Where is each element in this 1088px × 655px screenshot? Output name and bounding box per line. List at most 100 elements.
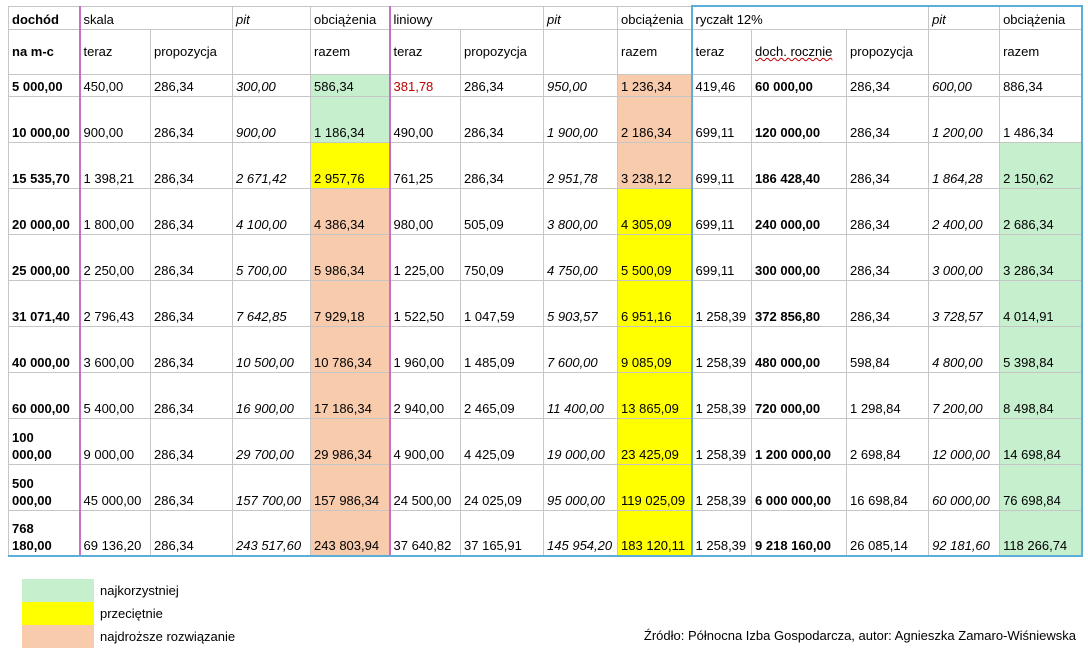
header-row-1: dochód skala pit obciążenia liniowy pit … [8,5,1083,30]
cell-ryczalt-doch-rocznie: 372 856,80 [751,279,848,327]
cell-skala-pit: 300,00 [232,73,312,97]
cell-dochod: 25 000,00 [8,233,80,281]
cell-ryczalt-teraz: 1 258,39 [691,509,753,557]
cell-ryczalt-doch-rocznie: 60 000,00 [751,73,848,97]
cell-liniowy-razem: 5 500,09 [617,233,693,281]
legend-swatch-best [22,579,94,602]
cell-skala-propozycja: 286,34 [149,371,234,419]
cell-liniowy-razem: 23 425,09 [617,417,693,465]
legend-swatch-worst [22,625,94,648]
cell-ryczalt-doch-rocznie: 720 000,00 [751,371,848,419]
cell-ryczalt-propozycja: 286,34 [846,73,930,97]
header-razem-ryczalt: razem [999,28,1083,75]
cell-ryczalt-doch-rocznie: 1 200 000,00 [751,417,848,465]
cell-ryczalt-doch-rocznie: 186 428,40 [751,141,848,189]
cell-ryczalt-propozycja: 2 698,84 [846,417,930,465]
cell-dochod: 20 000,00 [8,187,80,235]
header-propozycja-ryczalt: propozycja [846,28,930,75]
cell-ryczalt-razem: 2 150,62 [999,141,1083,189]
cell-skala-razem: 17 186,34 [310,371,391,419]
cell-ryczalt-pit: 3 000,00 [928,233,1001,281]
header-pit-liniowy: pit [543,5,619,30]
cell-liniowy-propozycja: 505,09 [460,187,545,235]
table-row: 40 000,00 3 600,00 286,34 10 500,00 10 786,3… [8,325,1083,373]
cell-ryczalt-teraz: 699,11 [691,141,753,189]
legend-swatch-average [22,602,94,625]
cell-ryczalt-razem: 1 486,34 [999,95,1083,143]
legend-label-worst: najdroższe rozwiązanie [100,629,236,644]
cell-liniowy-pit: 19 000,00 [543,417,619,465]
cell-ryczalt-teraz: 1 258,39 [691,417,753,465]
table-row: 25 000,00 2 250,00 286,34 5 700,00 5 986,34 1… [8,233,1083,281]
cell-dochod: 10 000,00 [8,95,80,143]
header-obciazenia-ryczalt: obciążenia [999,5,1083,30]
header-empty-1 [232,28,312,75]
source-note: Źródło: Północna Izba Gospodarcza, autor… [643,628,1076,643]
cell-liniowy-propozycja: 37 165,91 [460,509,545,557]
legend-item-worst: najdroższe rozwiązanie [22,625,235,648]
cell-ryczalt-teraz: 419,46 [691,73,753,97]
cell-skala-teraz: 69 136,20 [78,509,151,557]
table-row: 10 000,00 900,00 286,34 900,00 1 186,34 490,0… [8,95,1083,143]
header-liniowy: liniowy [389,5,545,30]
cell-skala-propozycja: 286,34 [149,325,234,373]
cell-ryczalt-razem: 14 698,84 [999,417,1083,465]
cell-liniowy-pit: 5 903,57 [543,279,619,327]
cell-ryczalt-teraz: 699,11 [691,233,753,281]
cell-liniowy-razem: 1 236,34 [617,73,693,97]
cell-liniowy-propozycja: 286,34 [460,95,545,143]
cell-skala-razem: 243 803,94 [310,509,391,557]
header-row-2: na m-c teraz propozycja razem teraz prop… [8,28,1083,75]
cell-liniowy-propozycja: 286,34 [460,73,545,97]
cell-skala-propozycja: 286,34 [149,73,234,97]
cell-ryczalt-doch-rocznie: 120 000,00 [751,95,848,143]
header-teraz-liniowy: teraz [389,28,462,75]
cell-ryczalt-razem: 8 498,84 [999,371,1083,419]
cell-ryczalt-pit: 7 200,00 [928,371,1001,419]
cell-liniowy-teraz: 1 522,50 [389,279,462,327]
legend-item-best: najkorzystniej [22,579,235,602]
cell-liniowy-teraz: 761,25 [389,141,462,189]
cell-skala-teraz: 1 800,00 [78,187,151,235]
cell-liniowy-teraz: 2 940,00 [389,371,462,419]
cell-ryczalt-pit: 3 728,57 [928,279,1001,327]
cell-skala-propozycja: 286,34 [149,95,234,143]
cell-ryczalt-propozycja: 286,34 [846,279,930,327]
cell-skala-teraz: 9 000,00 [78,417,151,465]
cell-liniowy-teraz: 37 640,82 [389,509,462,557]
cell-skala-teraz: 2 250,00 [78,233,151,281]
cell-dochod: 768 180,00 [8,509,80,557]
cell-ryczalt-razem: 886,34 [999,73,1083,97]
header-ryczalt: ryczałt 12% [691,5,930,30]
cell-skala-teraz: 1 398,21 [78,141,151,189]
header-dochod: dochód [8,5,80,30]
cell-liniowy-pit: 7 600,00 [543,325,619,373]
header-pit-ryczalt: pit [928,5,1001,30]
cell-dochod: 100 000,00 [8,417,80,465]
cell-skala-pit: 10 500,00 [232,325,312,373]
cell-liniowy-pit: 950,00 [543,73,619,97]
cell-ryczalt-razem: 118 266,74 [999,509,1083,557]
header-propozycja-liniowy: propozycja [460,28,545,75]
cell-liniowy-razem: 6 951,16 [617,279,693,327]
header-obciazenia-skala: obciążenia [310,5,391,30]
cell-ryczalt-teraz: 1 258,39 [691,463,753,511]
color-legend: najkorzystniej przeciętnie najdroższe ro… [22,579,235,648]
cell-ryczalt-pit: 1 864,28 [928,141,1001,189]
cell-skala-pit: 29 700,00 [232,417,312,465]
cell-ryczalt-pit: 600,00 [928,73,1001,97]
cell-ryczalt-razem: 76 698,84 [999,463,1083,511]
cell-skala-pit: 157 700,00 [232,463,312,511]
header-na-mc: na m-c [8,28,80,75]
cell-liniowy-propozycja: 24 025,09 [460,463,545,511]
cell-liniowy-pit: 3 800,00 [543,187,619,235]
cell-liniowy-teraz: 980,00 [389,187,462,235]
cell-liniowy-razem: 3 238,12 [617,141,693,189]
cell-dochod: 60 000,00 [8,371,80,419]
table-row: 100 000,00 9 000,00 286,34 29 700,00 29 986,… [8,417,1083,465]
cell-skala-propozycja: 286,34 [149,463,234,511]
cell-ryczalt-doch-rocznie: 9 218 160,00 [751,509,848,557]
cell-liniowy-pit: 1 900,00 [543,95,619,143]
cell-liniowy-propozycja: 4 425,09 [460,417,545,465]
cell-liniowy-teraz: 4 900,00 [389,417,462,465]
